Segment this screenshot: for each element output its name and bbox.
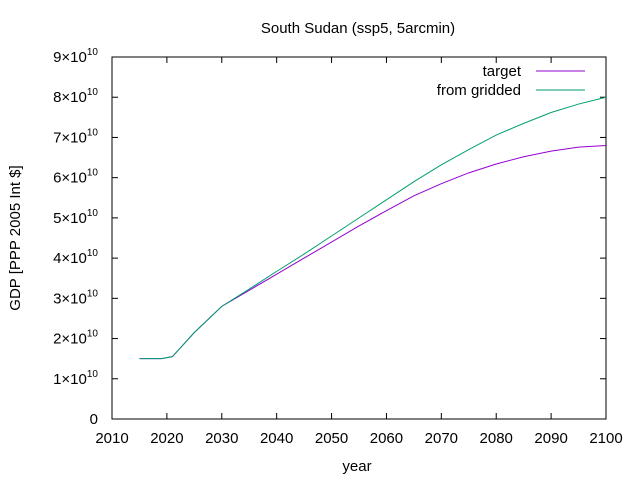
y-tick-mantissa: 3×10 xyxy=(53,290,87,307)
y-tick-label: 0 xyxy=(90,411,98,428)
y-tick-mantissa: 9×10 xyxy=(53,49,87,66)
x-tick-label: 2010 xyxy=(95,430,128,447)
y-tick-mantissa: 4×10 xyxy=(53,250,87,267)
legend-label-target: target xyxy=(483,63,522,80)
plot-frame xyxy=(111,56,607,420)
y-tick-mantissa: 1×10 xyxy=(53,371,87,388)
x-tick-label: 2070 xyxy=(425,430,458,447)
y-tick-exponent: 10 xyxy=(87,87,99,98)
legend: target from gridded xyxy=(437,63,585,99)
y-tick-exponent: 10 xyxy=(87,47,99,58)
y-tick-label: 5×1010 xyxy=(53,208,98,227)
x-tick-label: 2020 xyxy=(150,430,183,447)
legend-label-from-gridded: from gridded xyxy=(437,82,521,99)
y-tick-exponent: 10 xyxy=(87,329,99,340)
x-axis-ticks: 2010 2020 2030 2040 2050 2060 2070 2080 2090 2100 xyxy=(95,57,623,447)
series-line-target xyxy=(139,144,607,360)
y-tick-exponent: 10 xyxy=(87,208,99,219)
y-tick-mantissa: 2×10 xyxy=(53,331,87,348)
series-lines xyxy=(139,96,607,360)
x-axis-label: year xyxy=(342,458,371,475)
y-tick-mantissa: 0 xyxy=(90,411,98,428)
y-axis-ticks: 01×10102×10103×10104×10105×10106×10107×1… xyxy=(53,47,606,428)
x-tick-label: 2050 xyxy=(315,430,348,447)
y-tick-mantissa: 5×10 xyxy=(53,210,87,227)
x-tick-label: 2060 xyxy=(370,430,403,447)
y-tick-exponent: 10 xyxy=(87,127,99,138)
y-tick-mantissa: 8×10 xyxy=(53,89,87,106)
series-line-from-gridded xyxy=(139,96,607,360)
x-tick-label: 2100 xyxy=(589,430,622,447)
y-tick-label: 6×1010 xyxy=(53,168,98,187)
y-tick-exponent: 10 xyxy=(87,288,99,299)
y-tick-label: 1×1010 xyxy=(53,369,98,388)
x-tick-label: 2090 xyxy=(534,430,567,447)
chart-title: South Sudan (ssp5, 5arcmin) xyxy=(261,20,455,37)
y-tick-label: 8×1010 xyxy=(53,87,98,106)
y-tick-label: 9×1010 xyxy=(53,47,98,66)
x-tick-label: 2040 xyxy=(260,430,293,447)
y-tick-label: 4×1010 xyxy=(53,248,98,267)
x-tick-label: 2080 xyxy=(480,430,513,447)
y-tick-exponent: 10 xyxy=(87,369,99,380)
y-tick-mantissa: 7×10 xyxy=(53,129,87,146)
y-tick-label: 7×1010 xyxy=(53,127,98,146)
y-tick-exponent: 10 xyxy=(87,168,99,179)
x-tick-label: 2030 xyxy=(205,430,238,447)
y-tick-exponent: 10 xyxy=(87,248,99,259)
y-tick-mantissa: 6×10 xyxy=(53,170,87,187)
y-tick-label: 2×1010 xyxy=(53,329,98,348)
y-tick-label: 3×1010 xyxy=(53,288,98,307)
y-axis-label: GDP [PPP 2005 Int $] xyxy=(7,165,24,310)
